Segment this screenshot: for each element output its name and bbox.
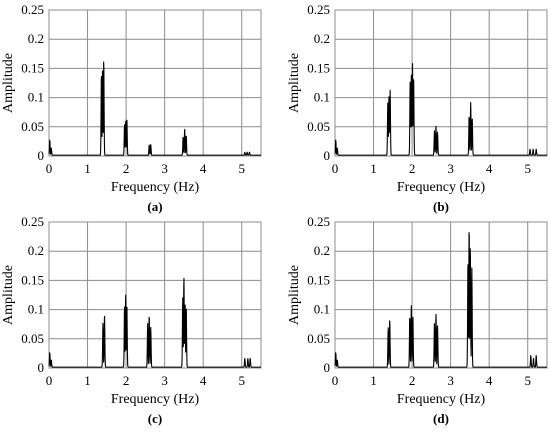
chart-b-ytick-label: 0.25 [307,2,330,17]
chart-b-xtick-label: 3 [447,161,454,176]
chart-c-panel-label: (c) [148,411,162,426]
chart-b-ytick-label: 0.1 [314,90,330,105]
chart-c-xtick-label: 5 [238,373,245,388]
chart-c-ytick-label: 0.25 [21,214,44,229]
chart-b-xtick-label: 1 [370,161,377,176]
chart-c-xtick-label: 4 [200,373,207,388]
chart-d-xtick-label: 3 [447,373,454,388]
chart-c-ytick-label: 0.1 [28,302,44,317]
chart-a-ytick-label: 0.05 [21,119,44,134]
chart-d-xtick-label: 5 [524,373,531,388]
chart-c-yaxis-title: Amplitude [1,265,16,325]
chart-c-xaxis-title: Frequency (Hz) [111,392,200,407]
chart-a-plot-area [48,9,262,157]
chart-a-ytick-label: 0 [38,148,45,163]
chart-a-xtick-label: 0 [46,161,53,176]
chart-a-xtick-label: 1 [84,161,91,176]
chart-b-ytick-label: 0.2 [314,31,330,46]
chart-c-xtick-label: 0 [46,373,53,388]
chart-b-yaxis-title: Amplitude [287,53,302,113]
chart-a-xtick-label: 5 [238,161,245,176]
chart-d: 0 0.05 0.1 0.15 0.2 0.25 0 1 2 3 4 5 Frequency (Hz) A… [287,214,548,426]
chart-a-xaxis-title: Frequency (Hz) [111,180,200,195]
chart-b-plot-area [334,9,548,157]
chart-d-plot-area [334,221,548,369]
chart-a-xtick-label: 4 [200,161,207,176]
chart-a-xtick-label: 2 [123,161,130,176]
chart-b-panel-label: (b) [433,199,449,214]
chart-d-xaxis-title: Frequency (Hz) [397,392,486,407]
chart-d-ytick-label: 0.05 [307,331,330,346]
chart-a-ytick-label: 0.2 [28,31,44,46]
chart-d-ytick-label: 0 [324,360,331,375]
chart-d-ytick-label: 0.25 [307,214,330,229]
chart-d-xtick-label: 2 [409,373,416,388]
chart-a-yaxis-title: Amplitude [1,53,16,113]
chart-d-ytick-label: 0.15 [307,272,330,287]
chart-a-series-line [48,61,262,156]
chart-a: 0 0.05 0.1 0.15 0.2 0.25 0 1 2 3 4 5 Frequency (Hz) A… [1,2,262,214]
chart-a-panel-label: (a) [147,199,162,214]
chart-b-ytick-label: 0.15 [307,60,330,75]
chart-c-xtick-label: 1 [84,373,91,388]
chart-d-series-line [334,232,548,368]
chart-b-ytick-label: 0 [324,148,331,163]
chart-c-series-line [48,277,262,368]
chart-a-xtick-label: 3 [161,161,168,176]
chart-b: 0 0.05 0.1 0.15 0.2 0.25 0 1 2 3 4 5 Frequency (Hz) A… [287,2,548,214]
chart-c-ytick-label: 0.2 [28,243,44,258]
chart-c-ytick-label: 0.15 [21,272,44,287]
chart-d-xtick-label: 1 [370,373,377,388]
chart-c-ytick-label: 0 [38,360,45,375]
chart-b-series-line [334,63,548,156]
chart-a-ytick-label: 0.25 [21,2,44,17]
chart-d-xtick-label: 0 [332,373,339,388]
chart-c-plot-area [48,221,262,369]
chart-a-ytick-label: 0.15 [21,60,44,75]
chart-d-yaxis-title: Amplitude [287,265,302,325]
chart-a-ytick-label: 0.1 [28,90,44,105]
chart-b-xtick-label: 2 [409,161,416,176]
chart-c-xtick-label: 3 [161,373,168,388]
chart-c-xtick-label: 2 [123,373,130,388]
chart-d-ytick-label: 0.1 [314,302,330,317]
chart-b-xtick-label: 4 [486,161,493,176]
chart-b-xaxis-title: Frequency (Hz) [397,180,486,195]
chart-d-ytick-label: 0.2 [314,243,330,258]
chart-d-panel-label: (d) [433,411,449,426]
chart-d-xtick-label: 4 [486,373,493,388]
chart-c-ytick-label: 0.05 [21,331,44,346]
chart-b-xtick-label: 0 [332,161,339,176]
chart-c: 0 0.05 0.1 0.15 0.2 0.25 0 1 2 3 4 5 Frequency (Hz) A… [1,214,262,426]
chart-b-ytick-label: 0.05 [307,119,330,134]
chart-b-xtick-label: 5 [524,161,531,176]
